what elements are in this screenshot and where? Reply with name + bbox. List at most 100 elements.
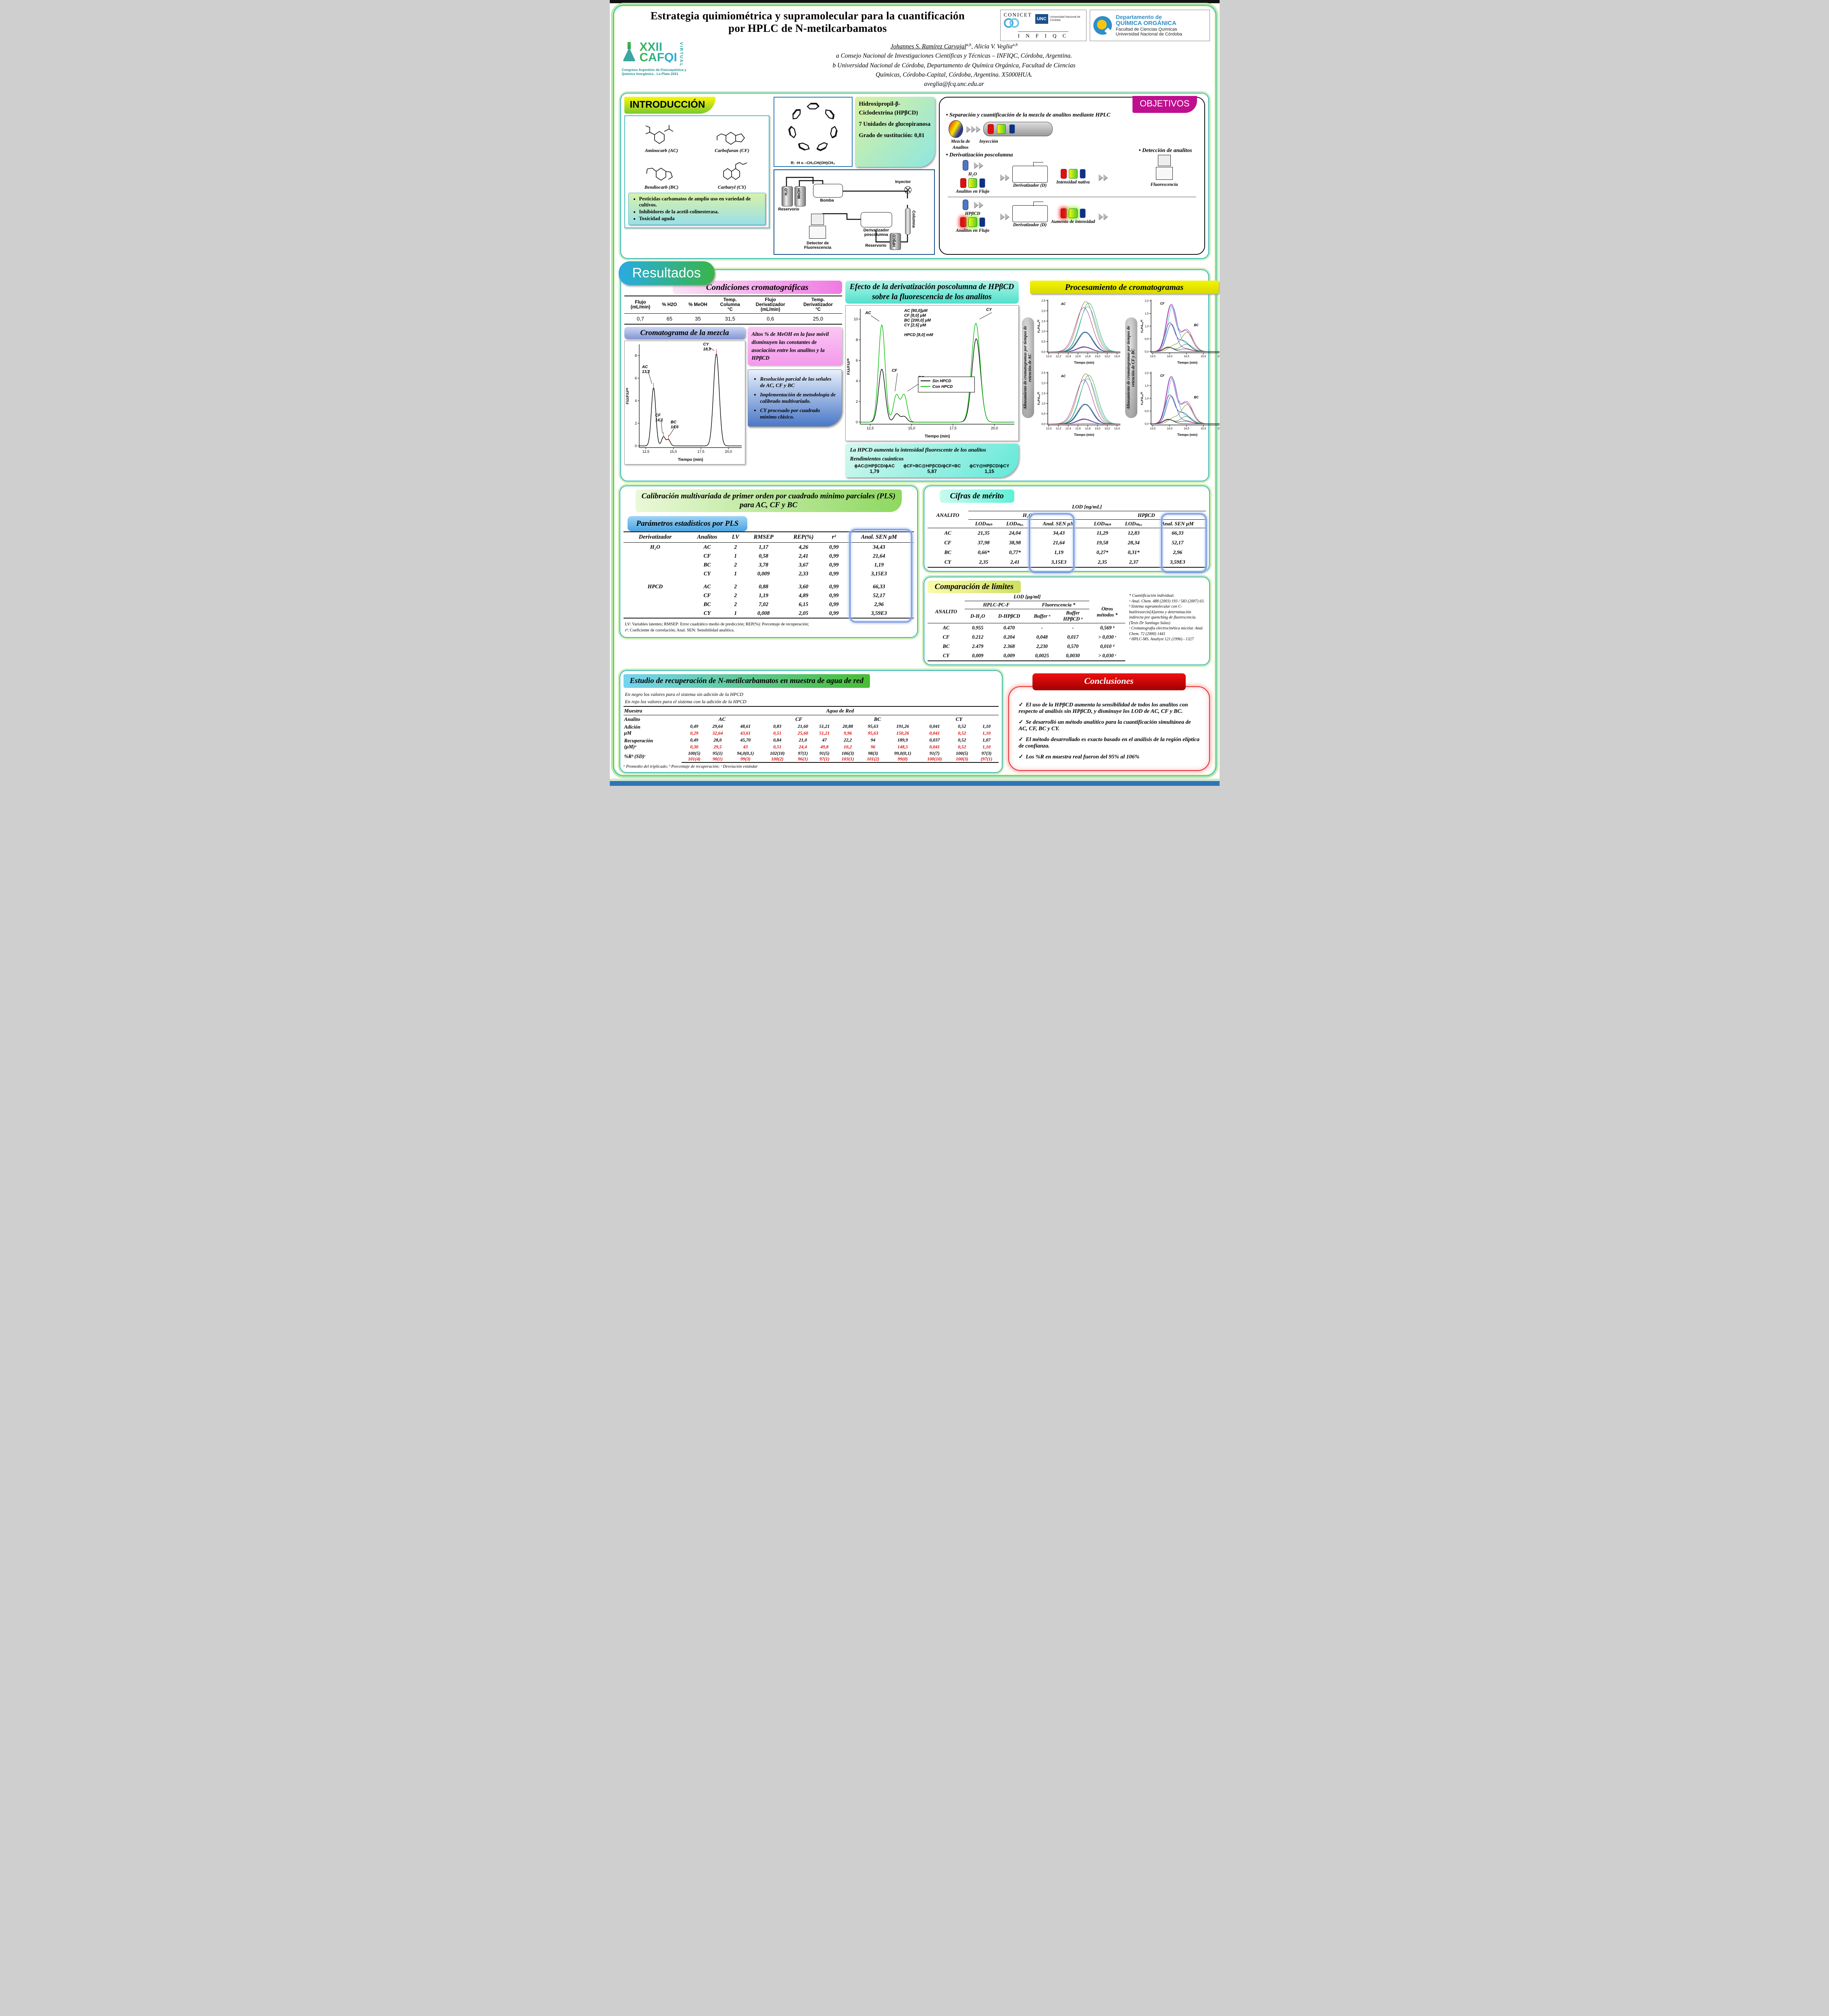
author-2-sup: a,b <box>1012 43 1018 47</box>
cifras-sub-6: Anal. SEN μM <box>1149 519 1206 529</box>
pls-cell-r2: 0,99 <box>829 601 839 608</box>
conclusion-text: El uso de la HPβCD aumenta la sensibilid… <box>1018 702 1188 715</box>
svg-text:1,0: 1,0 <box>1145 325 1149 328</box>
cyclodextrin-r-label: R: -H o –CH₂CH(OH)CH₃ <box>790 161 835 166</box>
pls-cell-r2: 0,99 <box>829 562 839 568</box>
objetivo-bullet-3: Detección de analitos <box>1132 148 1199 154</box>
svg-text:15,5: 15,5 <box>1217 427 1219 430</box>
capsule-cfbc: Alineamiento de cromatogramas por tiempo… <box>1125 317 1137 419</box>
phi-ratio-2: ϕCF+BC@HPβCD/ϕCF+BC 5,87 <box>903 464 961 474</box>
title-line2: por HPLC de N-metilcarbamatos <box>728 22 887 35</box>
cmp-footnote-4: ᶜ Cromatografía electrocinética micelar.… <box>1129 626 1203 636</box>
derivatizador-group: Derivatizador (D) <box>1012 202 1048 228</box>
svg-text:15,0: 15,0 <box>1200 427 1206 430</box>
svg-text:AC: AC <box>1060 375 1066 378</box>
svg-text:13,5: 13,5 <box>1150 427 1155 430</box>
rec-data-row-black: Adición μM 0,49 29,64 48,61 0,83 21,60 51,21 20… <box>624 723 999 736</box>
condiciones-col-4: Temp. Columna °C <box>713 296 747 314</box>
unc-logo: UNC <box>1035 14 1048 24</box>
cmp-val: 0,048 <box>1036 634 1048 640</box>
rec-val-black: 0,041 <box>929 724 940 729</box>
pls-cell-sen: 2,96 <box>874 601 884 608</box>
conclusion-text: Se desarrolló un método analítico para l… <box>1018 719 1191 732</box>
pls-cell-deriv <box>624 552 687 560</box>
cmp-val: 0,569 ᵇ <box>1089 623 1125 633</box>
svg-text:0,5: 0,5 <box>1145 338 1149 341</box>
resolucion-note: Resolución parcial de las señales de AC,… <box>747 369 842 427</box>
conicet-label: CONICET <box>1003 12 1032 18</box>
fluorescencia-label: Fluorescencia <box>1150 182 1178 187</box>
svg-text:Tiempo (min): Tiempo (min) <box>1177 361 1197 364</box>
pls-cell-lv: 2 <box>734 544 737 550</box>
cifras-val: 28,34 <box>1128 539 1140 546</box>
cmp-row-AC: AC 0.955 0.470- -0,569 ᵇ <box>927 623 1125 633</box>
cmp-val: 0,0030 <box>1056 651 1090 662</box>
structure-name: Aminocarb (AC) <box>644 148 678 154</box>
hpcd-note-b2: Rendimientos cuánticos <box>850 456 904 462</box>
rec-val-red: 10,2 <box>844 745 852 750</box>
svg-text:1,5: 1,5 <box>1145 312 1149 315</box>
svg-text:15,0: 15,0 <box>1200 355 1206 358</box>
authors-block: Johannes S. Ramírez Carvajala,b, Alicia … <box>699 42 1210 89</box>
svg-text:0,0: 0,0 <box>1041 423 1045 426</box>
cifras-val: 2,41 <box>999 557 1031 568</box>
pls-cell-rmsep: 1,19 <box>759 592 768 599</box>
cifras-analito-h: ANALITO <box>936 512 959 519</box>
analyte-blue-icon <box>1079 208 1086 219</box>
reagent-capsule-icon <box>962 160 968 171</box>
derivatizacion-row-2: HPβCD Analitos en Flujo Derivatizador (D) A… <box>949 199 1200 234</box>
detector-label: Detector de Fluorescencia <box>804 241 832 250</box>
svg-text:12,2: 12,2 <box>1055 427 1061 430</box>
cmp-val: 0.955 <box>965 623 991 633</box>
cmp-val: 0,017 <box>1067 634 1079 640</box>
rec-val-black: 48,61 <box>740 724 751 729</box>
structure-name: Carbaryl (CY) <box>717 184 747 190</box>
detector-objetivos-icon <box>1155 155 1173 180</box>
rec-val-red: 1,10 <box>982 731 991 736</box>
rec-val-black: 21,60 <box>797 724 808 729</box>
cafqi-logo: XXII CAFQI VIRTUAL Congreso Argentino de… <box>619 41 699 89</box>
cifras-val: 21,64 <box>1053 539 1065 546</box>
objetivo-bullet-1: Separación y cuantificación de la mezcla… <box>946 112 1200 119</box>
panel-cfbc-bottom: 13,5 14,0 14,5 15,0 15,5 0,0 0,5 1,0 1,5 2,0 Tiemp… <box>1140 372 1220 437</box>
rec-val-black: 22,2 <box>844 738 852 743</box>
svg-text:AC: AC <box>865 311 871 315</box>
hpbcd-note-l2: Ciclodextrina (HPβCD) <box>859 110 918 117</box>
pls-cell-lv: 2 <box>734 583 737 590</box>
cmp-sub-3: Buffer ᵃ <box>1028 609 1057 624</box>
q-icon <box>1093 16 1112 35</box>
condiciones-val-3: 35 <box>682 313 714 325</box>
svg-text:Fλλ/Fλλᴾᴱ: Fλλ/Fλλᴾᴱ <box>847 358 851 375</box>
chromatogram-mezcla-chart: 12,5 15,0 17,5 20,0 0 2 4 6 8 Tiempo (min) Fλλ/Fλλ… <box>626 342 742 462</box>
objetivo-bullet-2: Derivatización poscolumna <box>946 152 1200 158</box>
hplc-column-icon <box>983 122 1053 137</box>
svg-text:HPCD [8,0] mM: HPCD [8,0] mM <box>904 333 933 337</box>
svg-text:2,5: 2,5 <box>1041 300 1045 302</box>
svg-text:2,0: 2,0 <box>1145 300 1149 303</box>
pls-cell-sen: 1,19 <box>874 562 884 568</box>
svg-text:Tiempo (min): Tiempo (min) <box>1074 361 1094 364</box>
phi-value: 1,15 <box>984 469 994 475</box>
svg-text:0,0: 0,0 <box>1145 423 1149 426</box>
inyeccion-label: Inyección <box>979 139 998 144</box>
rec-val-red: 99(3) <box>728 756 763 763</box>
rec-agua-h: Agua de Red <box>682 706 999 715</box>
columna-label: Columna <box>911 210 916 228</box>
rec-val-red: 49,8 <box>820 745 829 750</box>
svg-text:Fₜₜ/FÁᵣₑₐᴾᴱ: Fₜₜ/FÁᵣₑₐᴾᴱ <box>1037 392 1041 405</box>
postcolumn-derivatizer-box <box>860 212 892 228</box>
author-1: Johannes S. Ramírez Carvajal <box>890 43 966 50</box>
meoh-bottle: MeOH <box>794 186 806 207</box>
phi-expr: ϕCF+BC@HPβCD/ϕCF+BC <box>903 464 961 469</box>
h2o-bottle: H₂O <box>781 186 793 207</box>
hpcd-note: La HPCD aumenta la intensidad fluorescen… <box>845 444 1019 478</box>
capsule-ac: Alineamiento de cromatogramas por tiempo… <box>1022 317 1034 419</box>
svg-text:14,6: 14,6 <box>670 425 678 429</box>
reservorio-label: Reservorio <box>778 207 799 212</box>
pls-row-2: CF 1 0,58 2,41 0,99 21,64 <box>624 552 914 560</box>
cmp-footnote-2: ᵃ Anal. Chem. 488 (2003) 193 / 583 (2007… <box>1129 599 1205 604</box>
svg-text:Sin HPCD: Sin HPCD <box>932 379 951 383</box>
conclusion-4: ✓ Los %R en muestra real fueron del 95% a… <box>1019 754 1201 760</box>
cyclodextrin-figure: R: -H o –CH₂CH(OH)CH₃ <box>773 97 853 167</box>
cifras-analito: CF <box>944 539 951 546</box>
